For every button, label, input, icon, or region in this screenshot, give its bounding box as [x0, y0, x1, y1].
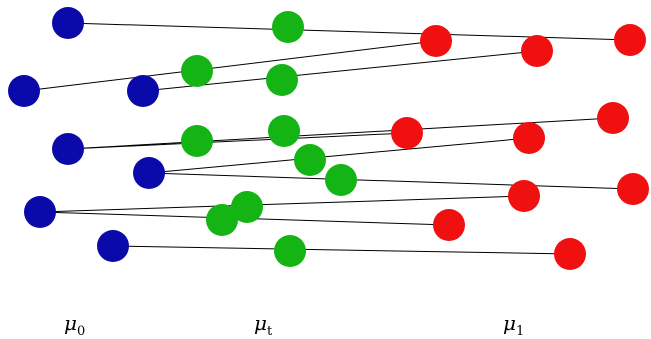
target-point [508, 180, 540, 212]
intermediate-point [294, 144, 326, 176]
intermediate-point [325, 164, 357, 196]
target-point [554, 238, 586, 270]
target-label-subscript: 1 [516, 324, 525, 339]
transport-line-10 [112, 245, 571, 255]
target-point [521, 35, 553, 67]
source-label-subscript: 0 [77, 324, 86, 339]
intermediate-point [266, 64, 298, 96]
target-point [513, 122, 545, 154]
target-point [597, 102, 629, 134]
source-label-base: μ [64, 311, 77, 335]
intermediate-measure-label: μt [254, 311, 272, 339]
source-point [127, 75, 159, 107]
target-point [420, 25, 452, 57]
intermediate-label-base: μ [254, 311, 267, 335]
source-point [24, 196, 56, 228]
intermediate-point [206, 204, 238, 236]
transport-line-5 [67, 132, 408, 150]
target-point [391, 117, 423, 149]
source-point [97, 230, 129, 262]
transport-line-2 [23, 40, 437, 92]
intermediate-point [274, 235, 306, 267]
source-point [52, 133, 84, 165]
intermediate-label-subscript: t [267, 324, 273, 339]
transport-line-7 [148, 172, 634, 190]
transport-line-4 [67, 117, 614, 150]
target-label-base: μ [503, 311, 516, 335]
transport-line-6 [148, 137, 530, 174]
source-point [133, 157, 165, 189]
source-point [8, 75, 40, 107]
intermediate-point [268, 115, 300, 147]
intermediate-point [181, 55, 213, 87]
transport-line-3 [142, 50, 538, 92]
target-point [433, 209, 465, 241]
target-measure-label: μ1 [503, 311, 524, 339]
intermediate-point [231, 191, 263, 223]
target-point [617, 173, 649, 205]
intermediate-point [272, 11, 304, 43]
intermediate-point [181, 125, 213, 157]
source-point [52, 7, 84, 39]
source-measure-label: μ0 [64, 311, 85, 339]
transport-line-1 [67, 22, 631, 41]
transport-line-8 [39, 195, 525, 213]
target-point [614, 24, 646, 56]
